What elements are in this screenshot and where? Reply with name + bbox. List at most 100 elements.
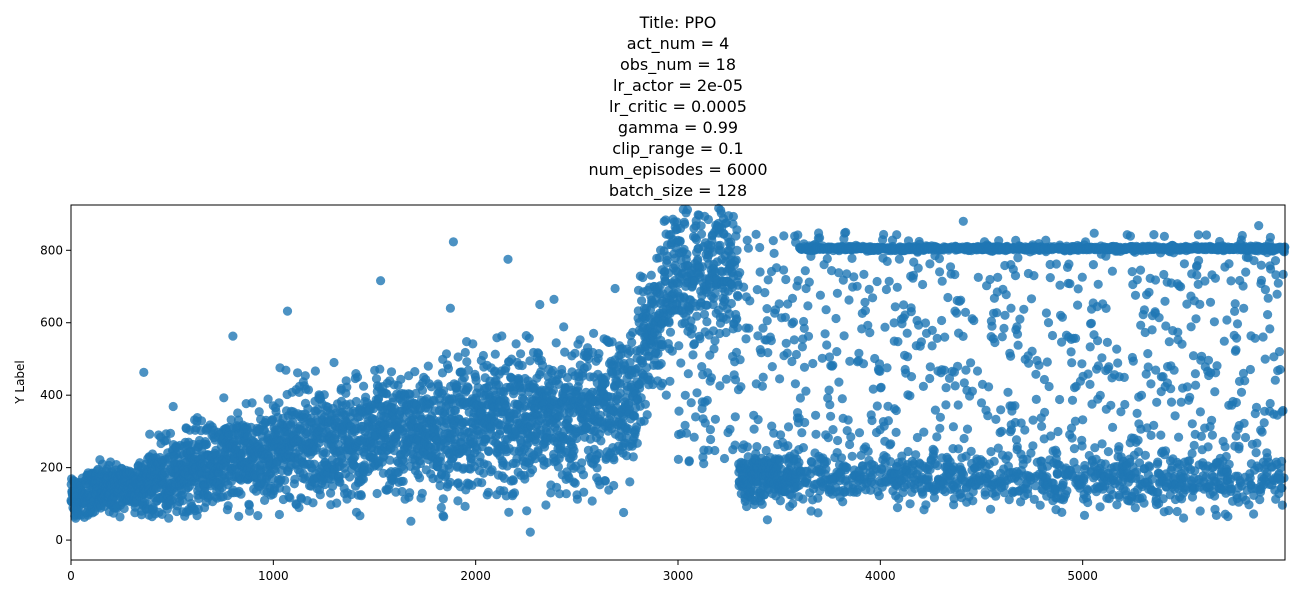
scatter-point bbox=[882, 256, 892, 266]
scatter-point bbox=[687, 324, 698, 334]
scatter-point bbox=[798, 443, 809, 453]
scatter-point bbox=[450, 406, 460, 416]
scatter-point bbox=[385, 455, 395, 465]
scatter-point bbox=[680, 219, 690, 229]
scatter-point bbox=[874, 359, 885, 369]
scatter-point bbox=[813, 508, 823, 518]
scatter-point bbox=[680, 420, 690, 430]
scatter-point bbox=[744, 323, 754, 333]
scatter-point bbox=[886, 439, 896, 449]
scatter-point bbox=[882, 363, 892, 373]
title-line: num_episodes = 6000 bbox=[588, 160, 767, 180]
scatter-point bbox=[985, 274, 995, 285]
scatter-point bbox=[842, 269, 852, 279]
scatter-point bbox=[863, 446, 873, 456]
scatter-point bbox=[674, 406, 684, 416]
scatter-point bbox=[865, 328, 875, 338]
scatter-point bbox=[531, 437, 541, 447]
scatter-point bbox=[749, 424, 759, 434]
scatter-point bbox=[646, 270, 656, 280]
scatter-point bbox=[1020, 425, 1030, 435]
scatter-point bbox=[453, 496, 463, 506]
scatter-point bbox=[1003, 451, 1013, 461]
scatter-point bbox=[303, 385, 314, 395]
scatter-point bbox=[927, 341, 937, 351]
scatter-point bbox=[709, 344, 719, 354]
scatter-point bbox=[959, 378, 969, 388]
scatter-point bbox=[168, 401, 178, 412]
scatter-point bbox=[966, 446, 976, 456]
scatter-point bbox=[767, 421, 777, 431]
scatter-point bbox=[791, 349, 802, 360]
scatter-point bbox=[582, 362, 592, 372]
scatter-point bbox=[1028, 415, 1038, 425]
scatter-point bbox=[821, 464, 831, 474]
scatter-point bbox=[508, 476, 518, 486]
scatter-point bbox=[415, 473, 425, 483]
scatter-point bbox=[948, 422, 959, 432]
scatter-point bbox=[509, 488, 520, 498]
scatter-point bbox=[820, 329, 830, 339]
scatter-point bbox=[288, 417, 298, 428]
scatter-point bbox=[161, 435, 171, 445]
scatter-point bbox=[996, 405, 1006, 415]
scatter-point bbox=[533, 447, 543, 457]
scatter-point bbox=[253, 510, 263, 521]
scatter-point bbox=[775, 374, 785, 384]
scatter-point bbox=[742, 501, 752, 512]
scatter-point bbox=[876, 382, 886, 392]
scatter-point bbox=[824, 352, 835, 362]
scatter-point bbox=[801, 386, 811, 396]
scatter-point bbox=[1024, 358, 1034, 368]
scatter-point bbox=[992, 308, 1002, 318]
scatter-point bbox=[798, 494, 808, 504]
scatter-point bbox=[1055, 394, 1065, 405]
scatter-point bbox=[326, 488, 336, 498]
scatter-point bbox=[953, 444, 964, 454]
scatter-point bbox=[1006, 351, 1016, 361]
scatter-point bbox=[783, 441, 793, 451]
scatter-point bbox=[332, 498, 342, 508]
scatter-point bbox=[844, 295, 854, 305]
scatter-point bbox=[560, 347, 570, 357]
scatter-point bbox=[410, 367, 420, 377]
scatter-point bbox=[689, 432, 699, 442]
scatter-point bbox=[771, 263, 782, 273]
scatter-point bbox=[665, 327, 676, 337]
scatter-point bbox=[731, 347, 742, 357]
scatter-point bbox=[847, 253, 857, 263]
scatter-point bbox=[752, 285, 762, 295]
scatter-point bbox=[471, 375, 481, 386]
scatter-point bbox=[956, 295, 966, 305]
scatter-point bbox=[293, 368, 303, 378]
scatter-point bbox=[530, 454, 541, 464]
scatter-point bbox=[398, 476, 408, 486]
scatter-point bbox=[1071, 333, 1081, 343]
scatter-point bbox=[417, 488, 427, 498]
scatter-point bbox=[973, 272, 983, 282]
scatter-point bbox=[706, 434, 716, 445]
title-line: act_num = 4 bbox=[627, 34, 730, 54]
scatter-point bbox=[788, 317, 799, 327]
scatter-point bbox=[793, 230, 803, 240]
scatter-point bbox=[445, 303, 455, 313]
scatter-point bbox=[832, 347, 842, 357]
scatter-point bbox=[223, 501, 233, 511]
scatter-point bbox=[997, 332, 1007, 342]
scatter-point bbox=[797, 342, 808, 352]
scatter-point bbox=[572, 494, 583, 504]
scatter-point bbox=[867, 415, 877, 426]
scatter-point bbox=[721, 327, 731, 338]
scatter-point bbox=[815, 290, 826, 300]
scatter-point bbox=[202, 439, 212, 449]
scatter-point bbox=[761, 445, 771, 456]
scatter-point bbox=[758, 372, 768, 382]
scatter-point bbox=[329, 357, 339, 368]
scatter-point bbox=[743, 243, 754, 253]
scatter-point bbox=[555, 489, 565, 499]
scatter-point bbox=[1031, 369, 1041, 379]
scatter-point bbox=[405, 488, 415, 498]
scatter-point bbox=[932, 432, 942, 442]
scatter-point bbox=[676, 358, 686, 368]
scatter-point bbox=[919, 427, 929, 437]
